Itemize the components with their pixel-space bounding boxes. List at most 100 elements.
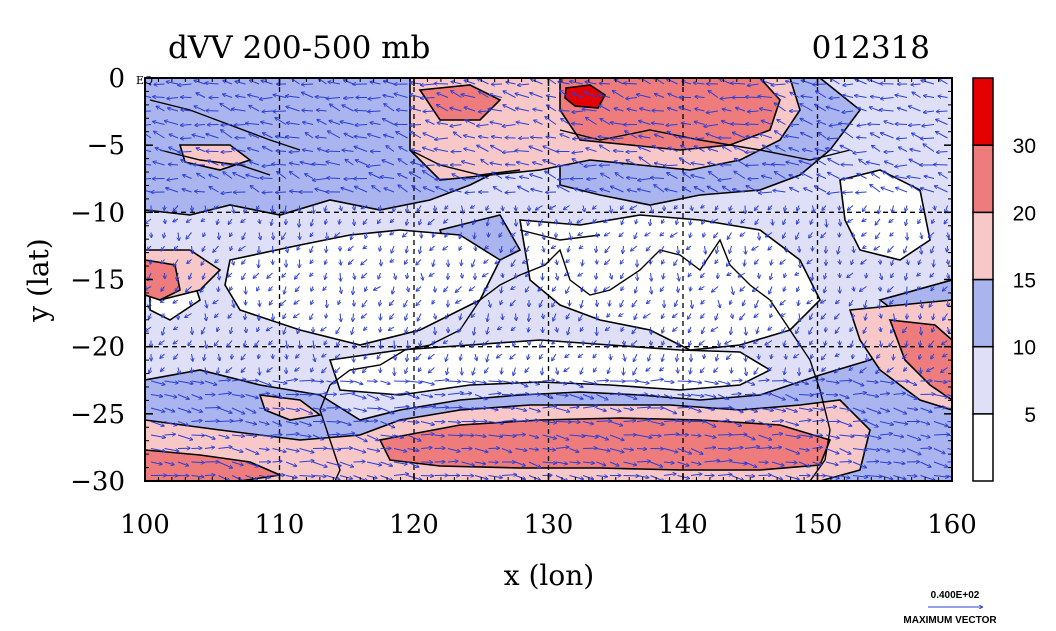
wind-vector: [939, 79, 948, 85]
wind-vector: [362, 272, 368, 278]
wind-vector: [731, 394, 741, 395]
wind-vector: [288, 78, 300, 85]
wind-vector: [748, 111, 759, 112]
wind-vector: [460, 232, 462, 239]
wind-vector: [261, 178, 273, 179]
wind-vector: [380, 245, 381, 251]
wind-vector: [758, 475, 771, 476]
wind-vector: [223, 94, 233, 98]
wind-vector: [380, 326, 381, 332]
wind-vector: [896, 124, 908, 125]
wind-vector: [263, 192, 273, 193]
wind-vector: [621, 205, 624, 210]
wind-vector: [826, 326, 827, 331]
y-axis-label: y (lat): [22, 238, 55, 322]
wind-vector: [746, 186, 759, 193]
wind-vector: [626, 98, 638, 99]
wind-vector: [447, 435, 462, 436]
wind-vector: [246, 123, 260, 124]
wind-vector: [616, 173, 624, 179]
wind-vector: [273, 313, 274, 320]
colorbar-label: 10: [1013, 337, 1036, 360]
wind-vector: [827, 138, 840, 139]
wind-vector: [235, 125, 246, 126]
wind-vector: [775, 131, 786, 139]
wind-vector: [599, 105, 611, 112]
wind-vector: [204, 475, 215, 476]
wind-vector: [905, 205, 907, 211]
colorbar-label: 20: [1013, 202, 1036, 225]
wind-vector: [290, 163, 300, 165]
y-tick-label: −15: [70, 266, 125, 296]
wind-vector: [690, 218, 691, 225]
wind-vector: [681, 146, 692, 152]
wind-vector: [145, 132, 152, 139]
wind-vector: [349, 259, 354, 265]
wind-vector: [839, 462, 852, 463]
wind-vector: [424, 133, 435, 139]
wind-vector: [489, 109, 503, 112]
wind-vector: [543, 232, 545, 240]
wind-vector: [192, 326, 193, 334]
wind-vector: [506, 165, 516, 166]
wind-vector: [395, 94, 408, 98]
wind-vector: [161, 245, 165, 251]
wind-vector: [502, 313, 503, 320]
wind-vector: [157, 106, 165, 112]
wind-vector: [452, 82, 462, 85]
wind-vector: [150, 259, 151, 264]
wind-vector: [695, 97, 705, 98]
wind-vector: [341, 188, 354, 193]
wind-vector: [420, 245, 421, 253]
wind-vector: [596, 272, 597, 279]
wind-vector: [368, 111, 381, 112]
wind-vector: [559, 111, 570, 112]
wind-vector: [611, 123, 624, 125]
wind-vector: [826, 218, 827, 227]
wind-vector: [340, 259, 341, 265]
wind-vector: [396, 132, 408, 139]
wind-vector: [534, 120, 543, 125]
wind-vector: [695, 109, 705, 112]
wind-vector: [872, 173, 881, 179]
wind-vector: [435, 84, 449, 85]
colorbar-swatch: [972, 144, 994, 214]
wind-vector: [772, 84, 786, 85]
wind-vector: [601, 189, 611, 193]
wind-vector: [675, 206, 678, 209]
wind-vector: [170, 134, 179, 139]
wind-vector: [462, 218, 463, 227]
wind-vector: [250, 80, 260, 85]
wind-vector: [258, 353, 259, 358]
wind-vector: [501, 367, 502, 374]
wind-vector: [201, 259, 206, 265]
wind-vector: [325, 272, 327, 279]
wind-vector: [691, 205, 692, 211]
wind-vector: [572, 152, 584, 153]
wind-vector: [316, 137, 327, 138]
wind-vector: [450, 108, 462, 112]
wind-vector: [378, 272, 380, 279]
wind-vector: [572, 124, 584, 125]
wind-vector: [230, 232, 232, 237]
wind-vector: [421, 272, 423, 280]
wind-vector: [466, 192, 476, 193]
colorbar-label: 30: [1013, 135, 1036, 158]
wind-vector: [354, 340, 355, 349]
wind-vector: [863, 246, 867, 248]
wind-vector: [317, 110, 327, 111]
vector-legend: 0.400E+02 MAXIMUM VECTOR: [903, 590, 997, 626]
wind-vector: [355, 147, 368, 152]
wind-vector: [677, 407, 692, 408]
wind-vector: [862, 219, 867, 221]
wind-vector: [815, 186, 827, 193]
wind-vector: [651, 340, 652, 345]
wind-vector: [452, 174, 462, 179]
wind-vector: [775, 103, 786, 112]
wind-vector: [600, 83, 611, 84]
wind-vector: [813, 84, 827, 85]
wind-vector: [241, 218, 246, 222]
wind-vector: [340, 205, 341, 211]
wind-vector: [668, 94, 678, 98]
wind-vector: [872, 146, 881, 152]
